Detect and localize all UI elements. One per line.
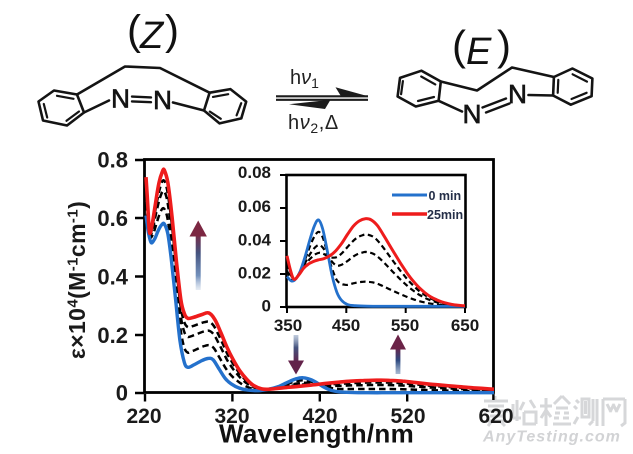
svg-text:hν1: hν1 — [290, 67, 319, 91]
svg-text:0.6: 0.6 — [97, 206, 128, 231]
svg-text:): ) — [165, 7, 179, 54]
svg-text:0 min: 0 min — [429, 189, 462, 203]
svg-text:(: ( — [452, 22, 466, 69]
svg-text:320: 320 — [214, 405, 249, 428]
svg-text:0.2: 0.2 — [97, 323, 128, 348]
svg-text:Wavelength/nm: Wavelength/nm — [219, 419, 414, 449]
svg-text:520: 520 — [390, 405, 425, 428]
svg-text:350: 350 — [274, 316, 302, 335]
svg-text:AnyTesting.com: AnyTesting.com — [482, 429, 621, 446]
svg-text:620: 620 — [478, 405, 513, 428]
svg-text:550: 550 — [391, 316, 419, 335]
svg-text:(: ( — [127, 7, 141, 54]
svg-text:0.4: 0.4 — [97, 265, 128, 290]
svg-text:0: 0 — [116, 381, 128, 406]
svg-text:0.02: 0.02 — [238, 264, 271, 283]
svg-text:N: N — [153, 85, 172, 115]
svg-text:): ) — [497, 22, 511, 69]
svg-text:0.08: 0.08 — [238, 163, 271, 182]
svg-text:220: 220 — [126, 405, 161, 428]
svg-text:420: 420 — [302, 405, 337, 428]
svg-text:0.8: 0.8 — [97, 148, 128, 173]
svg-text:N: N — [508, 79, 527, 109]
svg-text:25min: 25min — [427, 208, 463, 222]
svg-text:450: 450 — [332, 316, 360, 335]
svg-text:Z: Z — [139, 15, 165, 57]
svg-text:E: E — [466, 31, 492, 73]
svg-text:ε×104(M-1cm-1): ε×104(M-1cm-1) — [64, 201, 90, 359]
svg-text:0.04: 0.04 — [238, 231, 272, 250]
svg-text:650: 650 — [451, 316, 479, 335]
svg-text:N: N — [111, 84, 130, 114]
svg-text:N: N — [463, 99, 482, 129]
svg-text:0.06: 0.06 — [238, 197, 271, 216]
svg-text:0: 0 — [262, 297, 271, 316]
svg-text:hν2,Δ: hν2,Δ — [288, 112, 339, 136]
